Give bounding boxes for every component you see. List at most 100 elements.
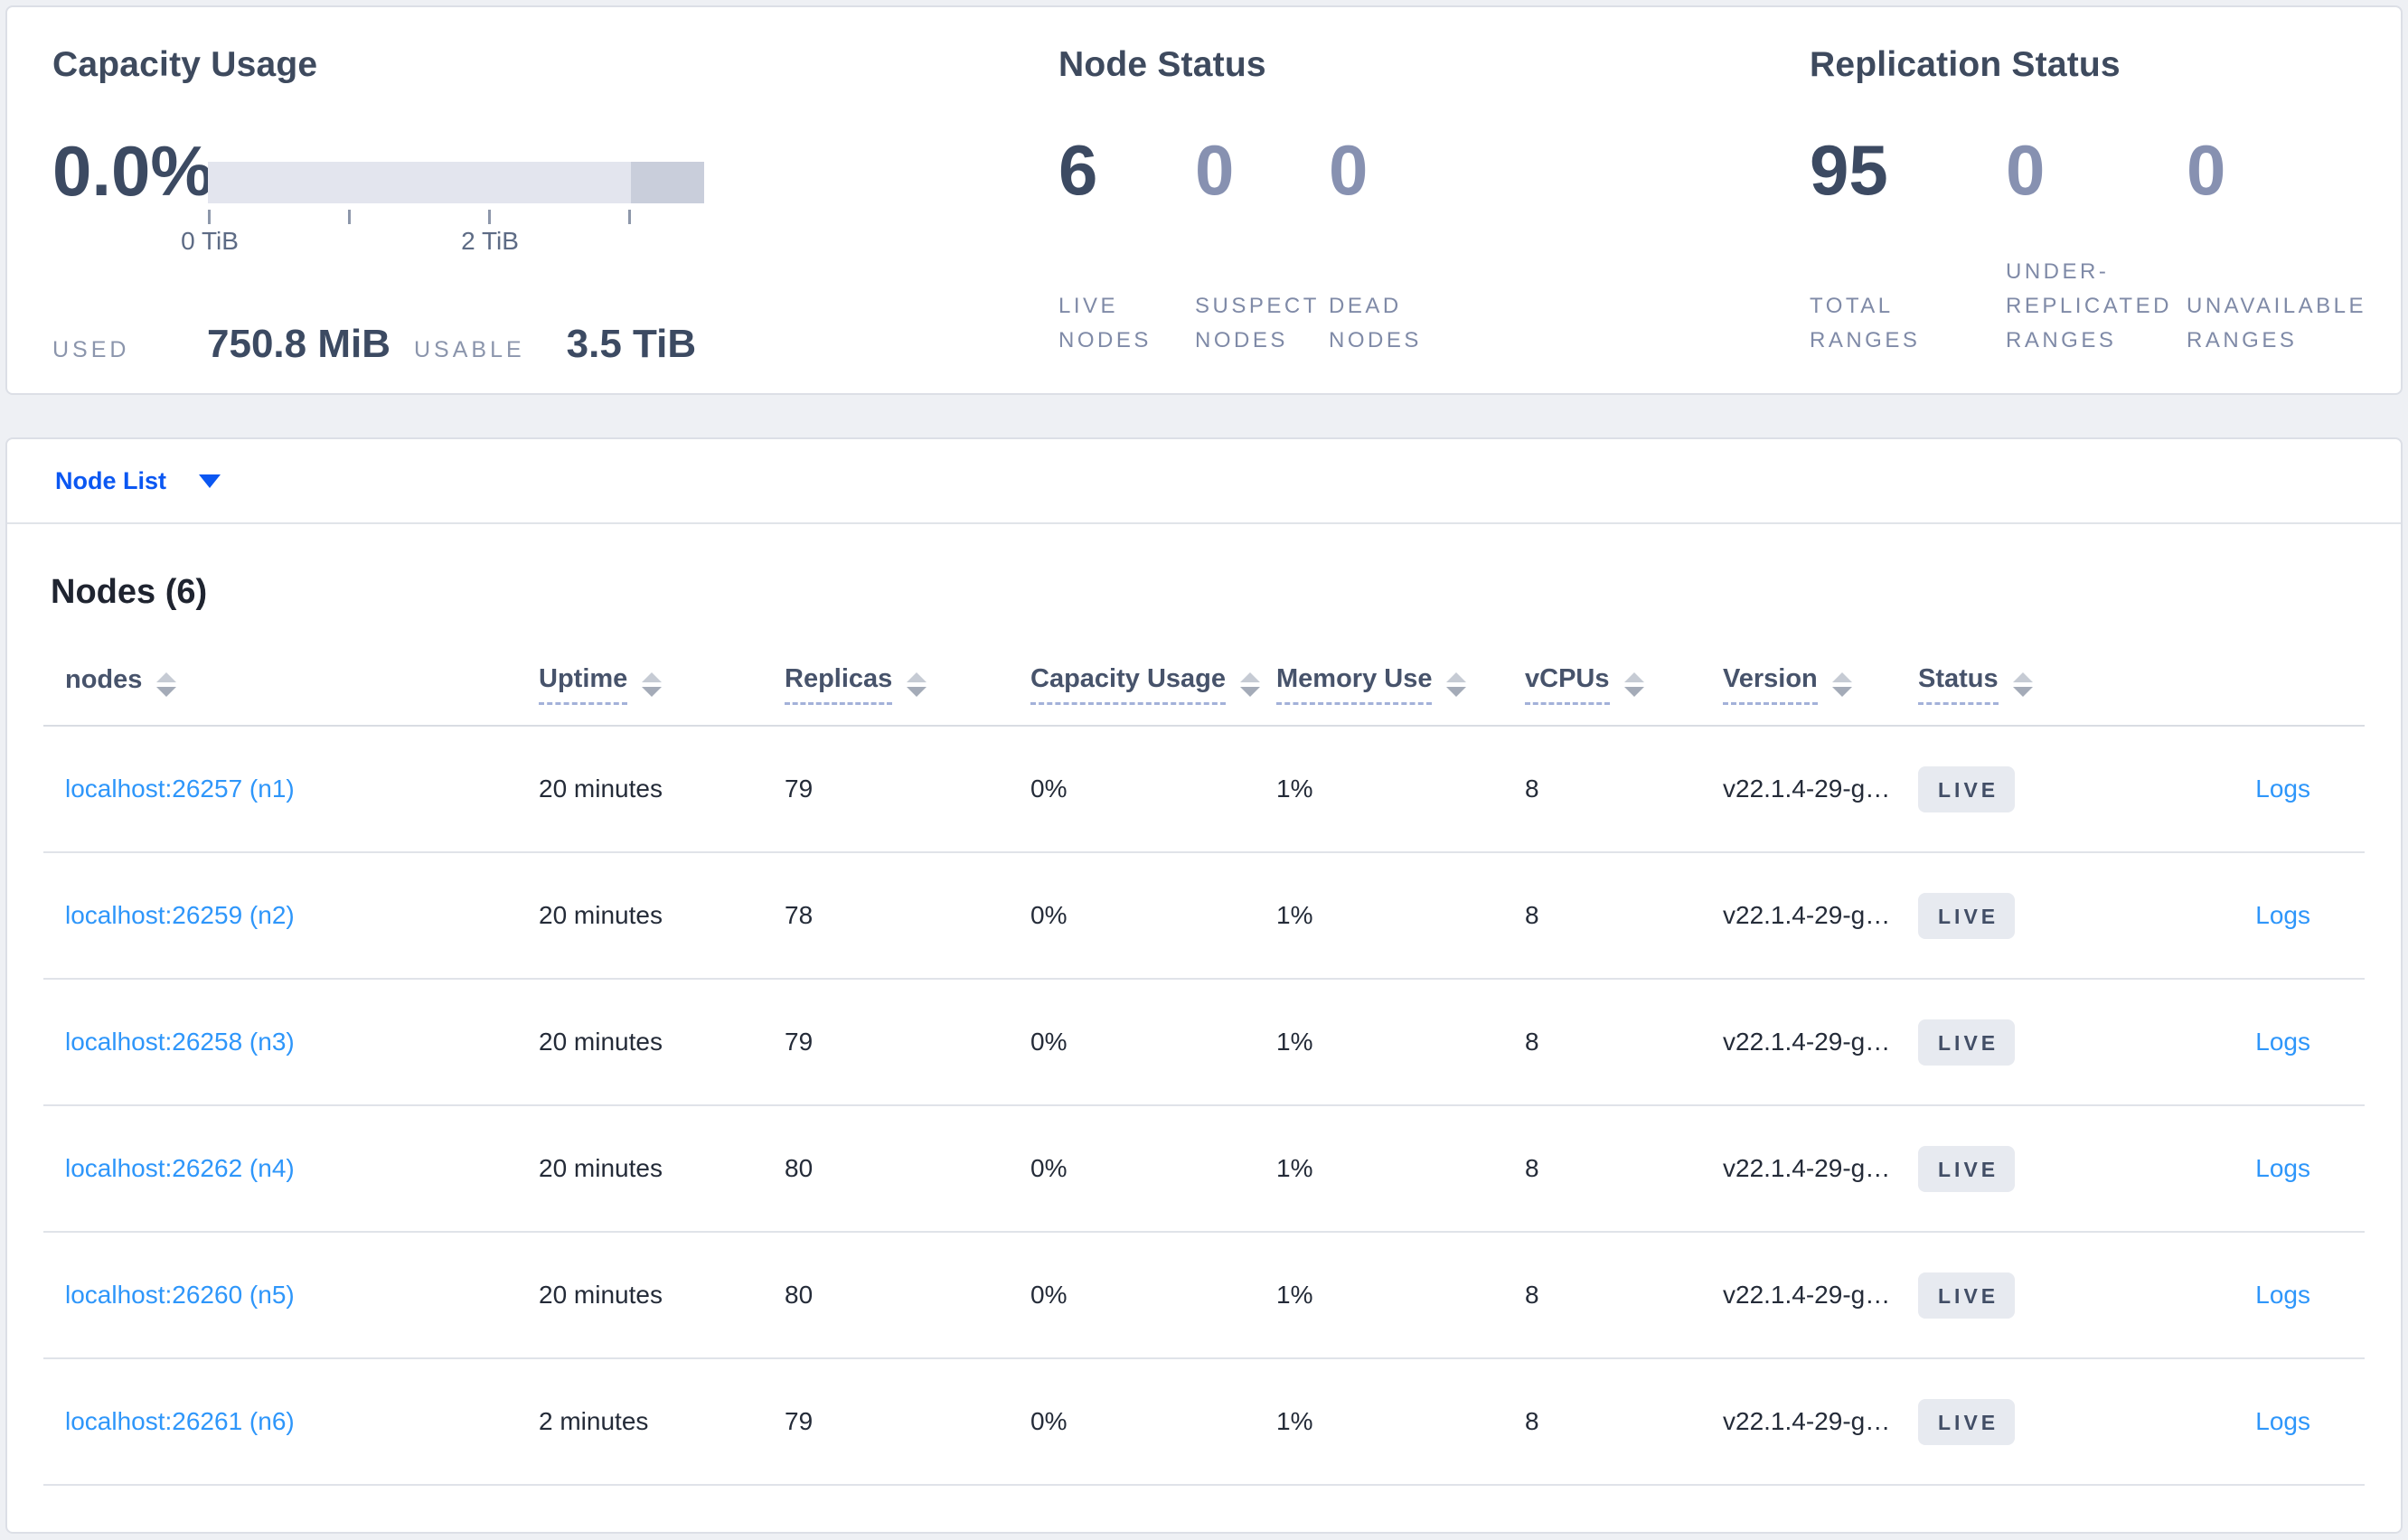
logs-link[interactable]: Logs	[2255, 775, 2310, 803]
memory-use-cell: 1%	[1276, 1407, 1313, 1435]
sort-down-arrow	[1240, 686, 1260, 697]
status-badge: LIVE	[1918, 1019, 2016, 1066]
capacity-bar-reserved-segment	[631, 162, 704, 203]
unavailable-ranges-label: UNAVAILABLE RANGES	[2187, 294, 2367, 352]
column-header-version[interactable]: Version	[1723, 664, 1818, 705]
sort-down-arrow	[642, 686, 663, 697]
node-list-dropdown[interactable]: Node List	[7, 439, 2401, 524]
total-ranges-stat: 95 TOTAL RANGES	[1810, 128, 2006, 358]
column-header-replicas[interactable]: Replicas	[785, 664, 893, 705]
dead-nodes-label: DEAD NODES	[1329, 294, 1422, 352]
status-badge: LIVE	[1918, 892, 2016, 939]
chevron-down-icon[interactable]	[199, 474, 221, 488]
status-badge: LIVE	[1918, 1398, 2016, 1445]
column-header-status[interactable]: Status	[1918, 664, 1999, 705]
sort-icon[interactable]	[156, 671, 177, 697]
node-link[interactable]: localhost:26258 (n3)	[65, 1028, 295, 1056]
replicas-cell: 79	[785, 1407, 814, 1435]
uptime-cell: 20 minutes	[539, 901, 663, 929]
table-row: localhost:26259 (n2) 20 minutes 78 0% 1%…	[43, 853, 2365, 980]
logs-link[interactable]: Logs	[2255, 1281, 2310, 1309]
vcpus-cell: 8	[1525, 901, 1539, 929]
node-link[interactable]: localhost:26257 (n1)	[65, 775, 295, 803]
vcpus-cell: 8	[1525, 775, 1539, 803]
sort-icon[interactable]	[642, 671, 663, 697]
sort-down-arrow	[1831, 686, 1852, 697]
uptime-cell: 2 minutes	[539, 1407, 649, 1435]
column-header-vcpus[interactable]: vCPUs	[1525, 664, 1610, 705]
node-link[interactable]: localhost:26259 (n2)	[65, 901, 295, 929]
sort-icon[interactable]	[1831, 671, 1852, 697]
sort-icon[interactable]	[907, 671, 927, 697]
used-value: 750.8 MiB	[207, 322, 390, 366]
sort-up-arrow	[1623, 671, 1644, 682]
replicas-cell: 78	[785, 901, 814, 929]
tick-mark	[628, 210, 631, 224]
nodes-table-header: nodes Uptime Replicas Capacity Usage Mem…	[43, 643, 2365, 727]
sort-up-arrow	[156, 671, 177, 682]
under-replicated-ranges-count: 0	[2006, 130, 2046, 210]
table-row: localhost:26258 (n3) 20 minutes 79 0% 1%…	[43, 980, 2365, 1106]
sort-icon[interactable]	[1446, 671, 1467, 697]
sort-up-arrow	[1240, 671, 1260, 682]
total-ranges-count: 95	[1810, 130, 1888, 210]
total-ranges-label: TOTAL RANGES	[1810, 294, 1921, 352]
node-link[interactable]: localhost:26261 (n6)	[65, 1407, 295, 1435]
unavailable-ranges-stat: 0 UNAVAILABLE RANGES	[2187, 128, 2408, 358]
replicas-cell: 79	[785, 1028, 814, 1056]
memory-use-cell: 1%	[1276, 1281, 1313, 1309]
replicas-cell: 80	[785, 1154, 814, 1182]
vcpus-cell: 8	[1525, 1154, 1539, 1182]
logs-link[interactable]: Logs	[2255, 1028, 2310, 1056]
version-cell: v22.1.4-29-g…	[1723, 1154, 1891, 1182]
version-cell: v22.1.4-29-g…	[1723, 775, 1891, 803]
capacity-usage-cell: 0%	[1030, 1407, 1068, 1435]
memory-use-cell: 1%	[1276, 1154, 1313, 1182]
sort-icon[interactable]	[2012, 671, 2033, 697]
uptime-cell: 20 minutes	[539, 775, 663, 803]
version-cell: v22.1.4-29-g…	[1723, 1028, 1891, 1056]
tick-mark	[208, 210, 211, 224]
replicas-cell: 80	[785, 1281, 814, 1309]
node-link[interactable]: localhost:26262 (n4)	[65, 1154, 295, 1182]
sort-up-arrow	[1446, 671, 1467, 682]
capacity-usage-bar: 0 TiB 2 TiB	[181, 162, 704, 258]
memory-use-cell: 1%	[1276, 901, 1313, 929]
sort-icon[interactable]	[1623, 671, 1644, 697]
column-header-uptime[interactable]: Uptime	[539, 664, 628, 705]
table-row: localhost:26260 (n5) 20 minutes 80 0% 1%…	[43, 1233, 2365, 1359]
status-badge: LIVE	[1918, 1272, 2016, 1319]
capacity-usage-cell: 0%	[1030, 775, 1068, 803]
capacity-legend: USED 750.8 MiB USABLE 3.5 TiB	[52, 322, 696, 367]
table-row: localhost:26257 (n1) 20 minutes 79 0% 1%…	[43, 727, 2365, 853]
node-status-stats: 6 LIVE NODES 0 SUSPECT NODES 0 DEAD NODE…	[1058, 128, 1473, 358]
node-link[interactable]: localhost:26260 (n5)	[65, 1281, 295, 1309]
live-nodes-label: LIVE NODES	[1058, 294, 1152, 352]
unavailable-ranges-count: 0	[2187, 130, 2226, 210]
tick-mark	[348, 210, 351, 224]
column-header-nodes[interactable]: nodes	[65, 665, 143, 694]
sort-down-arrow	[1446, 686, 1467, 697]
version-cell: v22.1.4-29-g…	[1723, 901, 1891, 929]
replicas-cell: 79	[785, 775, 814, 803]
logs-link[interactable]: Logs	[2255, 1154, 2310, 1182]
sort-up-arrow	[642, 671, 663, 682]
capacity-usage-cell: 0%	[1030, 1028, 1068, 1056]
column-header-memory-use[interactable]: Memory Use	[1276, 664, 1433, 705]
sort-up-arrow	[1831, 671, 1852, 682]
vcpus-cell: 8	[1525, 1281, 1539, 1309]
dead-nodes-count: 0	[1329, 130, 1369, 210]
tick-label-2tib: 2 TiB	[461, 227, 519, 255]
node-list-dropdown-label[interactable]: Node List	[55, 466, 167, 494]
status-badge: LIVE	[1918, 765, 2016, 812]
table-row: localhost:26262 (n4) 20 minutes 80 0% 1%…	[43, 1106, 2365, 1233]
node-status-title: Node Status	[1058, 45, 1266, 84]
column-header-capacity-usage[interactable]: Capacity Usage	[1030, 664, 1226, 705]
logs-link[interactable]: Logs	[2255, 1407, 2310, 1435]
memory-use-cell: 1%	[1276, 1028, 1313, 1056]
capacity-usage-title: Capacity Usage	[52, 45, 318, 84]
sort-icon[interactable]	[1240, 671, 1260, 697]
nodes-heading: Nodes (6)	[51, 573, 208, 611]
uptime-cell: 20 minutes	[539, 1154, 663, 1182]
logs-link[interactable]: Logs	[2255, 901, 2310, 929]
